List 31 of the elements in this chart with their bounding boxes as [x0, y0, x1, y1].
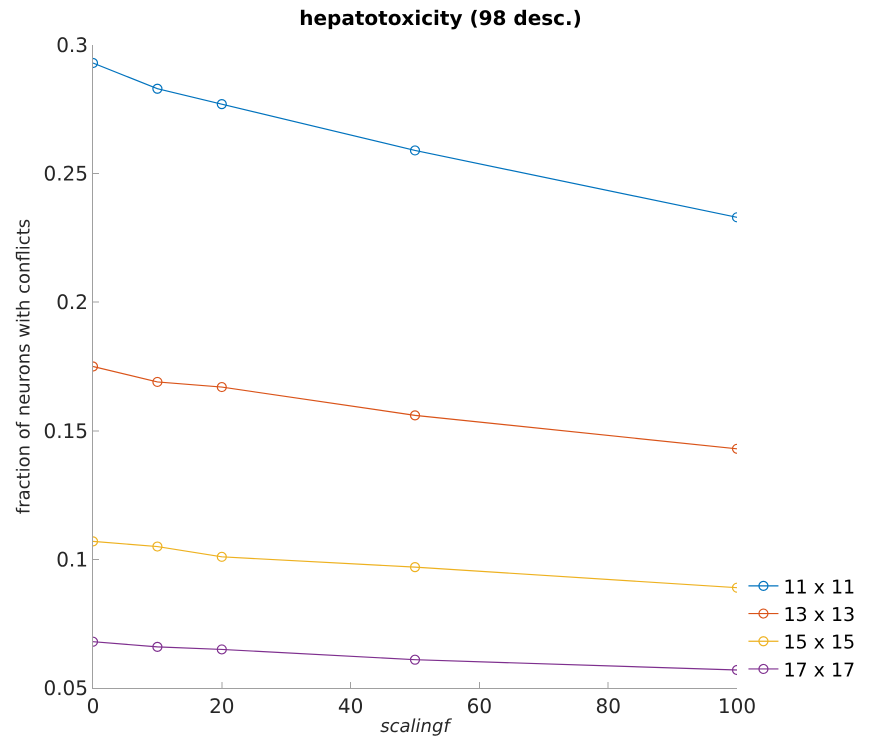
y-tick-label: 0.15 [43, 418, 88, 443]
y-tick-label: 0.25 [43, 162, 88, 186]
point [216, 644, 227, 655]
point [410, 410, 420, 420]
x-tick-label: 80 [595, 694, 621, 718]
x-axis-title: scalingf [380, 716, 452, 738]
legend-label: 17 x 17 [783, 659, 856, 682]
legend-label: 13 x 13 [783, 604, 856, 626]
point [216, 552, 227, 562]
y-tick-label: 0.2 [56, 290, 88, 314]
point [152, 84, 162, 94]
y-axis-title: fraction of neurons with conflicts [14, 218, 35, 514]
y-tick-label: 0.3 [56, 33, 88, 57]
y-tick-label: 0.1 [56, 547, 88, 572]
x-tick-label: 100 [718, 694, 756, 718]
x-tick-label: 20 [209, 694, 235, 718]
point [152, 642, 162, 652]
point [410, 145, 420, 156]
x-tick-label: 60 [466, 694, 492, 718]
point [216, 382, 227, 392]
point [152, 376, 162, 388]
y-tick-label: 0.05 [43, 676, 88, 700]
legend-label: 15 x 15 [783, 632, 856, 654]
x-tick-label: 40 [338, 694, 364, 718]
chart-title: hepatotoxicity (98 desc.) [299, 6, 582, 30]
legend-label: 11 x 11 [783, 576, 856, 598]
x-tick-label: 0 [86, 694, 100, 718]
point [216, 99, 227, 110]
point [410, 654, 420, 665]
point [410, 562, 420, 572]
point [152, 541, 162, 552]
